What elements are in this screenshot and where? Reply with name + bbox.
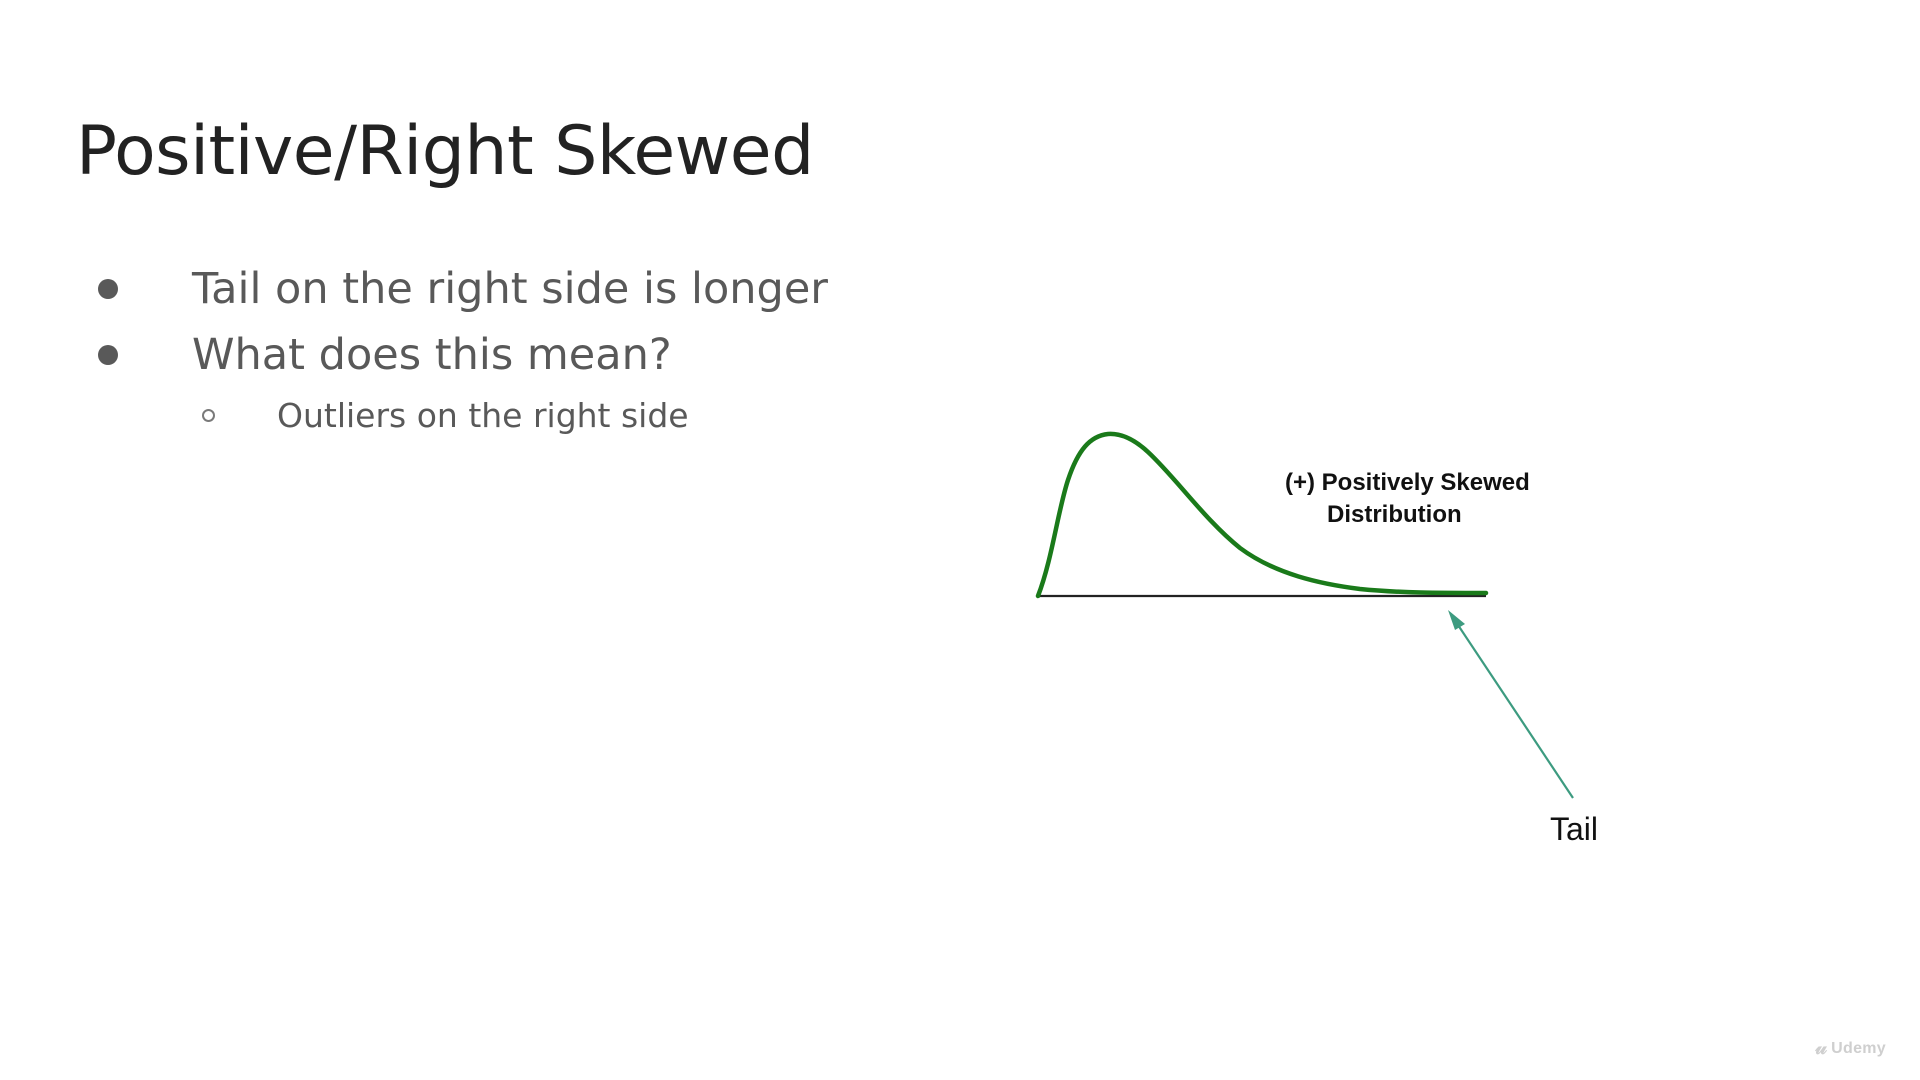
tail-label: Tail	[1550, 811, 1598, 847]
bullet-dot-icon	[98, 279, 118, 299]
bullet-text: Tail on the right side is longer	[192, 264, 828, 314]
watermark-text: Udemy	[1831, 1039, 1886, 1057]
sub-bullet-item-1: Outliers on the right side	[202, 396, 689, 435]
sub-bullet-ring-icon	[202, 409, 215, 422]
tail-arrow	[1455, 621, 1574, 799]
bullet-text: What does this mean?	[192, 330, 672, 380]
skewed-distribution-curve	[1035, 431, 1489, 599]
bullet-item-2: What does this mean?	[98, 330, 672, 380]
distribution-label-line1: (+) Positively Skewed	[1285, 469, 1530, 496]
slide-title: Positive/Right Skewed	[76, 112, 814, 191]
udemy-watermark: 𝓊 Udemy	[1816, 1037, 1886, 1060]
bullet-dot-icon	[98, 345, 118, 365]
tail-arrow-head-icon	[1448, 610, 1465, 630]
bullet-item-1: Tail on the right side is longer	[98, 264, 828, 314]
distribution-label-line2: Distribution	[1327, 501, 1462, 528]
sub-bullet-text: Outliers on the right side	[277, 396, 689, 435]
udemy-logo-icon: 𝓊	[1815, 1037, 1828, 1059]
